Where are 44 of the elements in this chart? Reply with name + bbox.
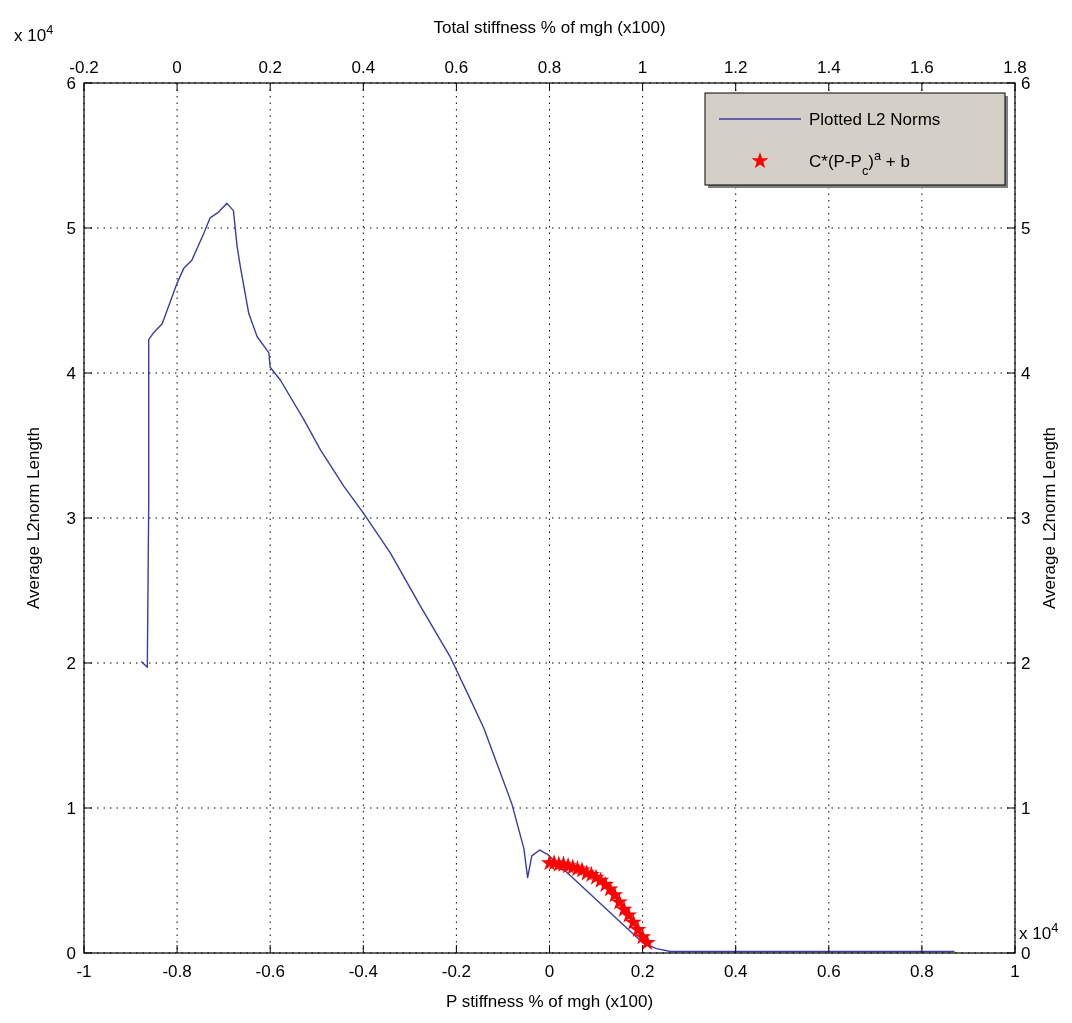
point	[606, 886, 624, 903]
y2-tick-label: 3	[1021, 508, 1031, 528]
y-tick-label: 5	[66, 218, 76, 238]
x-tick-label: -0.6	[255, 962, 285, 981]
y-axis-title: Average L2norm Length	[24, 426, 43, 610]
point	[610, 893, 628, 910]
text: x 10$^{4}$	[14, 21, 54, 45]
x-tick-label: -1	[76, 962, 92, 981]
y2-tick-label: 0	[1021, 943, 1031, 963]
y2-tick-label: 2	[1021, 653, 1031, 673]
x-tick-label: 0	[544, 962, 555, 981]
point	[638, 933, 656, 951]
y2-axis-title: Average L2norm Length	[1040, 426, 1059, 610]
y-tick-label: 4	[66, 363, 76, 383]
x2-tick-label: 1.2	[723, 58, 748, 77]
x2-tick-label: 1	[637, 58, 648, 77]
legend-label: Plotted L2 Norms	[809, 109, 941, 129]
x2-tick-label: 0.8	[537, 58, 562, 77]
x2-tick-label: 1.4	[816, 58, 841, 77]
y-tick-label: 0	[66, 943, 76, 963]
x2-tick-label: 0	[172, 58, 182, 77]
x-axis-title: P stiffness % of mgh (x100)	[445, 992, 654, 1011]
y-tick-label: 1	[66, 798, 76, 818]
y2-tick-label: 4	[1021, 363, 1031, 383]
x-tick-label: 1	[1010, 962, 1020, 981]
x-tick-label: -0.8	[162, 962, 192, 981]
x2-tick-label: 0.6	[444, 58, 469, 77]
x-tick-label: -0.4	[348, 962, 378, 981]
x2-tick-label: 1.6	[910, 58, 934, 77]
x2-axis-title: Total stiffness % of mgh (x100)	[433, 18, 666, 37]
legend-label: C*(P-P$_{c}$)$^{a}$ + b	[809, 147, 910, 178]
x2-tick-label: 0.2	[258, 58, 283, 77]
y-tick-label: 3	[66, 508, 76, 528]
x-tick-label: -0.2	[441, 962, 472, 981]
y-tick-label: 2	[66, 653, 76, 673]
x-tick-label: 0.4	[723, 962, 748, 981]
x2-tick-label: 0.4	[351, 58, 376, 77]
y2-tick-label: 1	[1021, 798, 1031, 818]
x-tick-label: 0.6	[816, 962, 841, 981]
x-tick-label: 0.2	[630, 962, 655, 981]
y2-tick-label: 5	[1021, 218, 1031, 238]
line-series	[140, 202, 956, 953]
text: x 10$^{4}$	[1019, 919, 1059, 943]
x-tick-label: 0.8	[910, 962, 934, 981]
